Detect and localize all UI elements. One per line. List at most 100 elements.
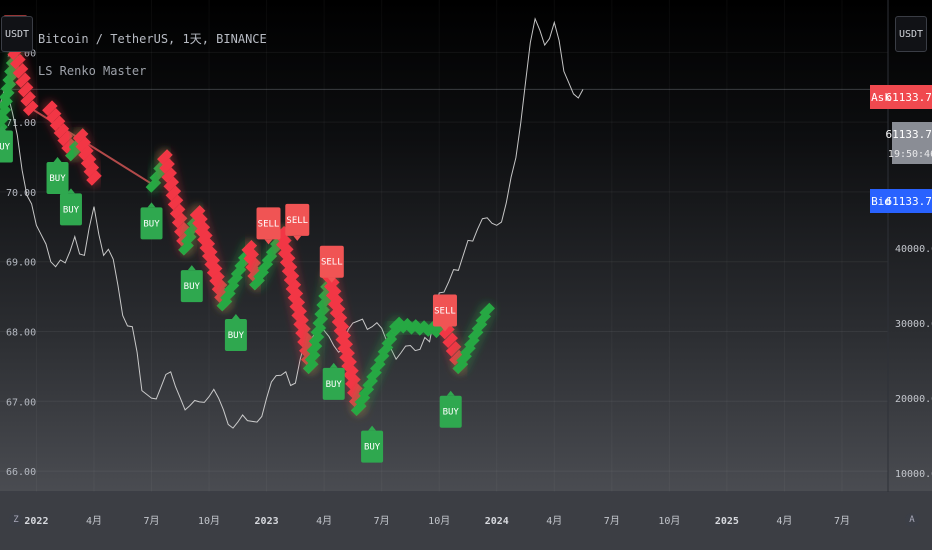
signal-pointer xyxy=(231,313,240,319)
signal-box xyxy=(256,207,281,240)
renko-brick xyxy=(0,87,15,103)
renko-brick xyxy=(192,213,208,229)
ask-label: Ask xyxy=(870,85,892,109)
renko-brick xyxy=(414,320,430,336)
signal-pointer xyxy=(440,326,449,332)
signal-box xyxy=(432,294,457,327)
renko-brick xyxy=(197,229,213,246)
renko-brick xyxy=(302,358,319,375)
signal-box xyxy=(59,193,82,226)
signal-label: BUY xyxy=(443,408,460,418)
renko-brick xyxy=(72,128,89,144)
time-axis-tick-label: 10月 xyxy=(658,515,680,527)
buy-signal[interactable]: BUY xyxy=(224,313,247,351)
renko-brick xyxy=(287,287,304,304)
signal-box xyxy=(0,130,13,163)
renko-brick xyxy=(442,332,458,349)
ask-tag: Ask 61133.77 xyxy=(870,85,932,109)
buy-signal[interactable]: BUY xyxy=(361,425,384,463)
currency-left-label: USDT xyxy=(4,28,30,40)
renko-brick xyxy=(57,130,73,147)
renko-brick xyxy=(157,149,173,165)
renko-brick xyxy=(86,170,102,186)
time-axis-tick-label: 2025 xyxy=(715,516,739,527)
renko-brick xyxy=(345,373,361,390)
a-icon[interactable]: A xyxy=(905,513,919,527)
renko-brick xyxy=(339,347,355,364)
time-axis-tick-label: 10月 xyxy=(428,515,450,527)
signal-label: SELL xyxy=(258,219,280,229)
buy-signal[interactable]: BUY xyxy=(439,390,462,428)
signal-pointer xyxy=(327,277,336,283)
renko-brick xyxy=(445,341,462,357)
last-price-value: 61133.77 xyxy=(885,127,932,141)
signal-pointer xyxy=(368,425,377,431)
signal-box xyxy=(285,203,310,236)
signal-label: BUY xyxy=(184,282,201,292)
renko-brick xyxy=(325,285,342,302)
signal-pointer xyxy=(264,239,273,245)
z-icon[interactable]: Z xyxy=(9,513,23,527)
renko-brick xyxy=(45,107,62,124)
z-icon-glyph: Z xyxy=(13,515,19,525)
renko-brick xyxy=(304,349,321,366)
buy-signal[interactable]: BUY xyxy=(0,125,13,163)
buy-signal[interactable]: BUY xyxy=(59,188,82,226)
left-axis-tick-label: 71.00 xyxy=(6,118,36,129)
sell-signal[interactable]: SELL xyxy=(432,294,457,332)
renko-brick xyxy=(189,205,206,221)
renko-brick xyxy=(293,314,309,330)
right-axis-tick-label: 20000.00 xyxy=(895,394,932,405)
left-axis-tick-label: 67.00 xyxy=(6,397,36,408)
buy-signal[interactable]: BUY xyxy=(46,156,69,194)
renko-brick xyxy=(169,203,186,220)
chart-title: Bitcoin / TetherUS, 1天, BINANCE xyxy=(38,32,267,46)
signal-box xyxy=(180,270,203,303)
renko-brick xyxy=(314,304,330,320)
a-icon-glyph: A xyxy=(909,515,915,525)
signal-label: SELL xyxy=(434,307,456,317)
right-axis-tick-label: 40000.00 xyxy=(895,244,932,255)
bid-label: Bid xyxy=(870,189,892,213)
renko-brick xyxy=(312,313,329,329)
renko-brick xyxy=(83,161,100,178)
renko-brick xyxy=(310,322,327,338)
renko-brick xyxy=(178,239,194,256)
signal-label: BUY xyxy=(143,219,160,229)
buy-signal[interactable]: BUY xyxy=(180,265,203,303)
renko-brick xyxy=(15,72,31,89)
currency-selector-left[interactable]: USDT xyxy=(1,16,33,52)
time-axis-bg xyxy=(0,493,932,550)
last-price-tag: 61133.77 19:50:46 xyxy=(885,122,932,164)
indicator-name[interactable]: LS Renko Master xyxy=(38,64,147,78)
sell-signal[interactable]: SELL xyxy=(319,245,344,283)
ask-value: 61133.77 xyxy=(886,85,932,109)
signal-box xyxy=(140,207,163,240)
signal-pointer xyxy=(187,265,196,271)
time-axis-tick-label: 10月 xyxy=(198,515,220,527)
renko-brick xyxy=(0,95,13,112)
currency-selector-right[interactable]: USDT xyxy=(895,16,927,52)
sell-signal[interactable]: SELL xyxy=(285,203,310,241)
renko-brick xyxy=(167,194,184,211)
renko-brick xyxy=(159,158,175,174)
renko-brick xyxy=(291,305,307,322)
sell-signal[interactable]: SELL xyxy=(256,207,281,245)
right-axis-tick-label: 30000.00 xyxy=(895,319,932,330)
renko-brick xyxy=(53,123,70,139)
renko-brick xyxy=(163,176,180,192)
renko-brick xyxy=(0,104,12,120)
renko-brick xyxy=(297,332,313,348)
signal-box xyxy=(319,245,344,278)
renko-brick xyxy=(333,320,350,337)
signal-label: BUY xyxy=(364,443,381,453)
renko-brick xyxy=(201,246,218,262)
buy-signal[interactable]: BUY xyxy=(322,362,345,400)
signal-pointer xyxy=(66,188,75,194)
right-axis-tick-label: 10000.00 xyxy=(895,469,932,480)
renko-brick xyxy=(278,243,294,260)
buy-signal[interactable]: BUY xyxy=(140,202,163,240)
renko-brick xyxy=(279,252,296,269)
signal-pointer xyxy=(53,156,62,162)
